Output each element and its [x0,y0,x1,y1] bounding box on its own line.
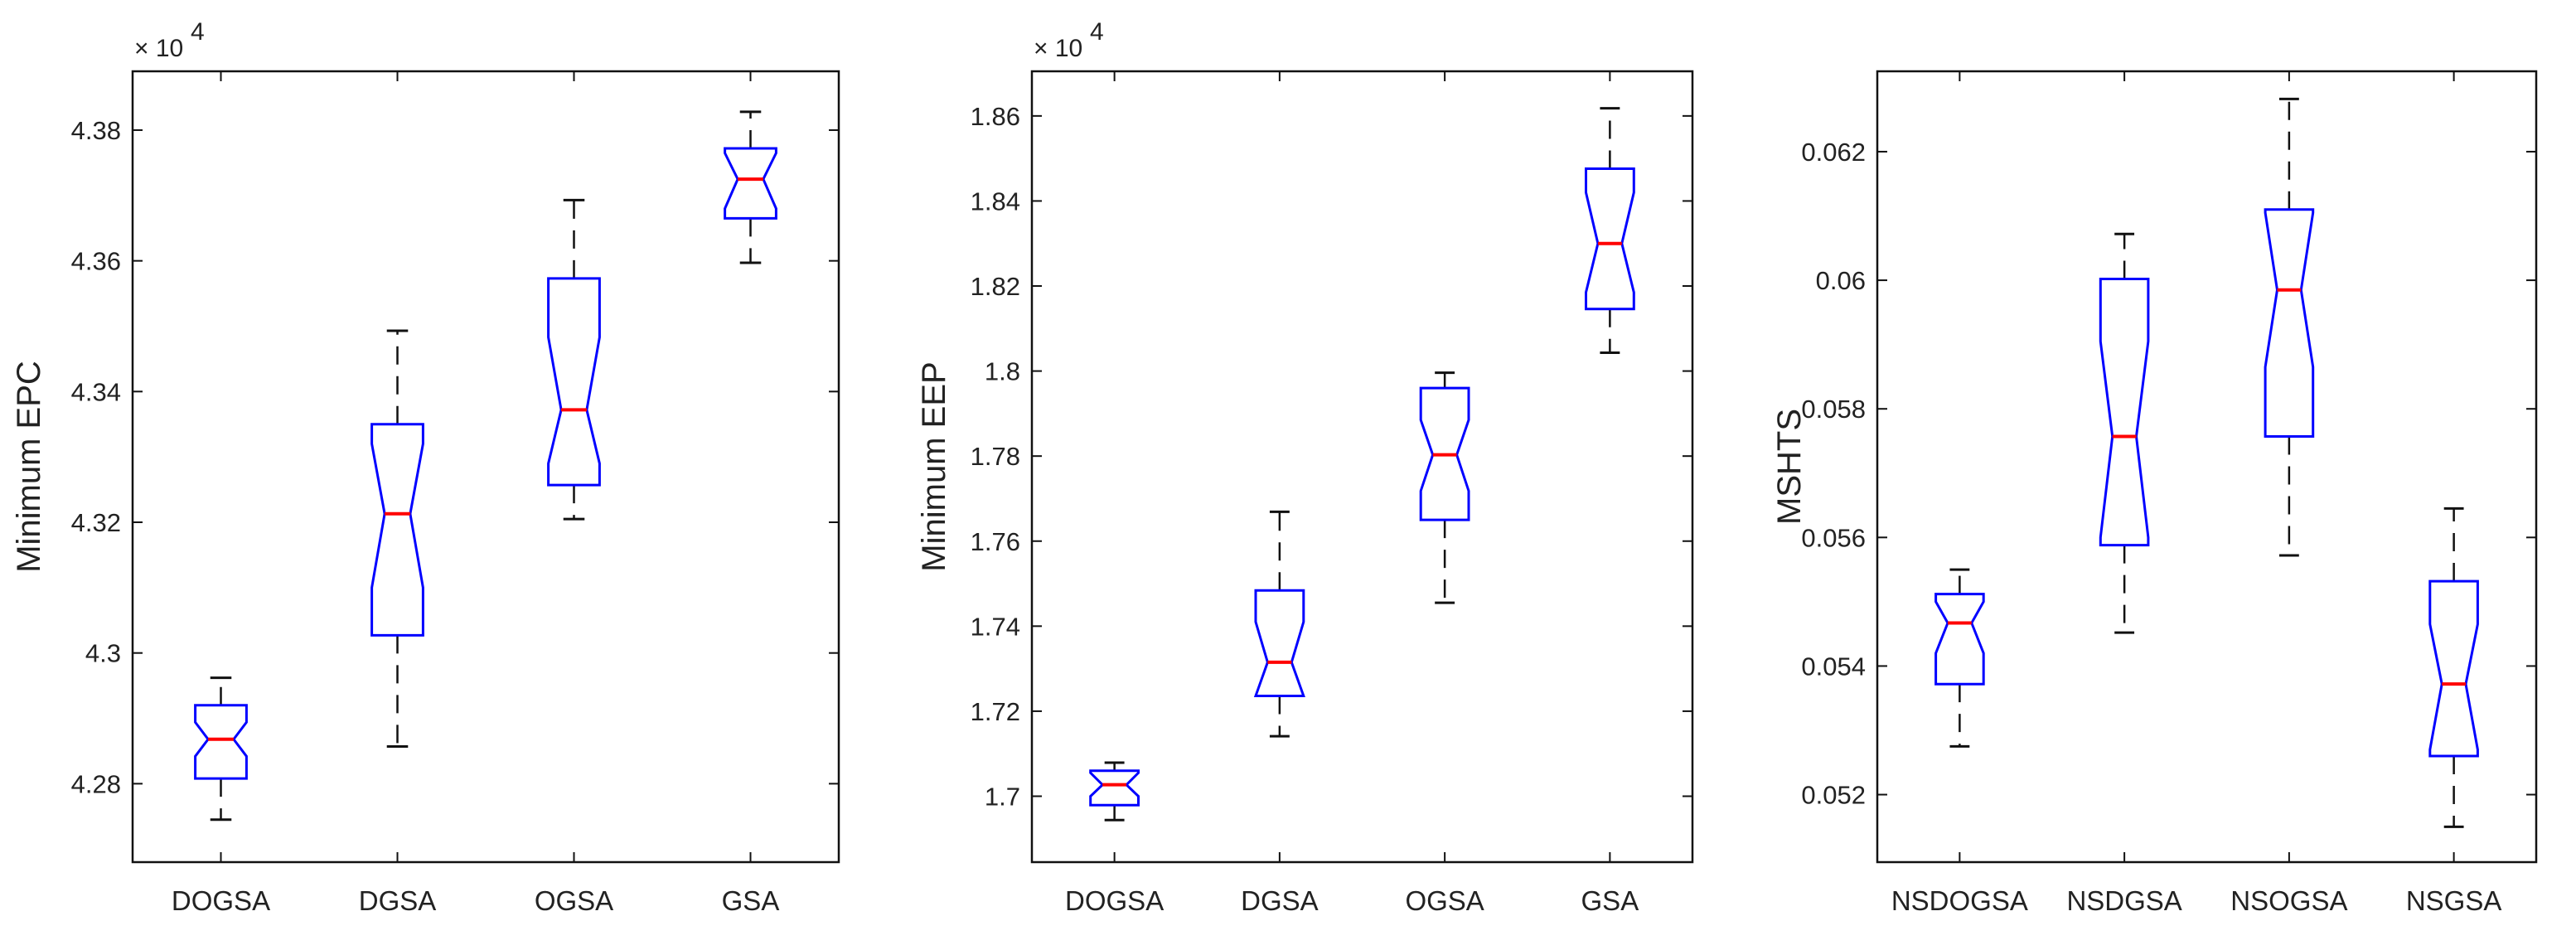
y-axis-label: Minimum EPC [11,361,47,573]
x-category-label: OGSA [1405,885,1484,916]
y-tick-label: 1.84 [971,187,1020,216]
notched-box [547,277,601,487]
notched-box [1089,769,1140,807]
y-tick-label: 0.052 [1801,781,1866,810]
y-tick-label: 1.78 [971,442,1020,471]
notched-box [1585,167,1635,311]
exponent-label: × 10 [1034,35,1082,62]
notched-box [1419,386,1470,521]
plot-frame [131,70,840,864]
notched-box [1934,593,1985,686]
x-category-label: DOGSA [172,885,270,916]
box-gsa [724,110,777,264]
y-axis-label: MSHTS [1771,409,1808,525]
plot-frame [1876,70,2538,864]
y-tick-label: 4.32 [71,508,121,537]
y-axis-label: Minimum EEP [916,361,952,571]
x-category-label: GSA [722,885,780,916]
y-tick-label: 4.28 [71,769,121,798]
box-nsdgsa [2099,232,2150,634]
exponent-power: 4 [1090,18,1104,46]
plot-frame [1030,70,1694,864]
y-tick-label: 1.82 [971,272,1020,301]
x-category-label: NSDOGSA [1891,885,2028,916]
y-tick-label: 4.38 [71,116,121,145]
y-tick-label: 4.34 [71,377,121,406]
y-tick-label: 0.056 [1801,523,1866,552]
y-tick-label: 0.06 [1816,266,1866,295]
x-category-label: DGSA [1241,885,1319,916]
y-tick-label: 0.054 [1801,652,1866,681]
exponent-power: 4 [191,18,205,46]
y-tick-label: 1.8 [985,357,1020,386]
y-tick-label: 1.86 [971,102,1020,131]
x-category-label: NSGSA [2406,885,2502,916]
box-nsdogsa [1934,568,1985,748]
exponent-label: × 10 [134,35,183,62]
chart-panel-1: 4.28 4.3 4.32 4.34 4.36 4.38 DOGSA DGSA OGSA GSA M… [11,18,840,916]
x-category-label: NSOGSA [2230,885,2347,916]
y-tick-label: 1.7 [985,783,1020,812]
box-ogsa [547,198,601,521]
notched-box [2264,208,2315,438]
box-dgsa [370,329,424,748]
box-nsgsa [2428,507,2479,828]
notched-box [370,423,424,637]
y-tick-label: 1.76 [971,527,1020,556]
box-dgsa [1253,510,1305,738]
chart-panel-3: 0.052 0.054 0.056 0.058 0.06 0.062 NSDOGSA NSDG… [1771,70,2538,916]
y-tick-label: 0.062 [1801,138,1866,167]
box-dogsa [1089,761,1140,822]
x-category-label: GSA [1581,885,1639,916]
y-tick-label: 1.74 [971,612,1020,641]
box-nsogsa [2264,97,2315,557]
x-category-label: OGSA [535,885,613,916]
notched-box [194,704,248,780]
notched-box [2099,278,2150,547]
chart-panel-2: 1.7 1.72 1.74 1.76 1.78 1.8 1.82 1.84 1.86 DOGSA D… [916,18,1694,916]
y-tick-label: 4.3 [85,639,121,668]
x-category-label: DOGSA [1065,885,1164,916]
y-tick-label: 4.36 [71,247,121,276]
box-dogsa [194,676,248,822]
notched-box [724,147,777,220]
y-tick-label: 0.058 [1801,395,1866,424]
notched-box [1253,589,1305,697]
x-category-label: DGSA [359,885,437,916]
notched-box [2428,579,2479,758]
box-ogsa [1419,371,1470,604]
box-gsa [1585,107,1635,355]
x-category-label: NSDGSA [2066,885,2181,916]
y-tick-label: 1.72 [971,697,1020,726]
